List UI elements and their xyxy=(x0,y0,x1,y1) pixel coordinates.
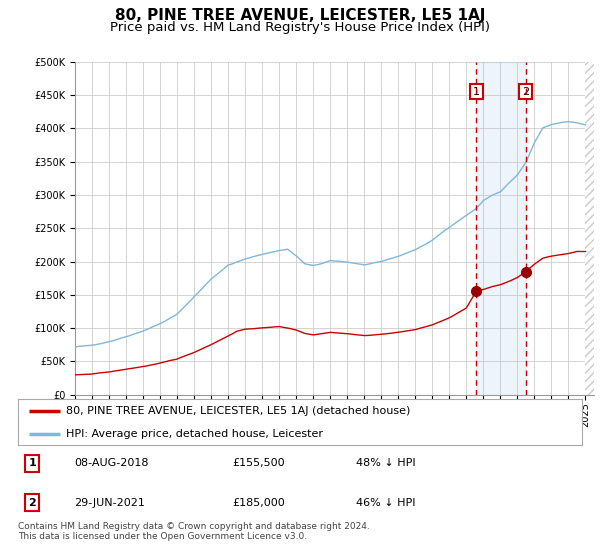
Bar xyxy=(476,62,526,395)
Text: £155,500: £155,500 xyxy=(232,459,285,468)
Text: 80, PINE TREE AVENUE, LEICESTER, LE5 1AJ (detached house): 80, PINE TREE AVENUE, LEICESTER, LE5 1AJ… xyxy=(66,406,410,416)
Text: 2: 2 xyxy=(28,498,36,507)
Text: HPI: Average price, detached house, Leicester: HPI: Average price, detached house, Leic… xyxy=(66,429,323,438)
Text: 29-JUN-2021: 29-JUN-2021 xyxy=(74,498,145,507)
Text: Price paid vs. HM Land Registry's House Price Index (HPI): Price paid vs. HM Land Registry's House … xyxy=(110,21,490,34)
Text: 08-AUG-2018: 08-AUG-2018 xyxy=(74,459,149,468)
Bar xyxy=(586,62,594,395)
Text: 1: 1 xyxy=(28,459,36,468)
Text: 2: 2 xyxy=(522,87,529,96)
Text: 46% ↓ HPI: 46% ↓ HPI xyxy=(356,498,416,507)
Text: 48% ↓ HPI: 48% ↓ HPI xyxy=(356,459,416,468)
Text: 80, PINE TREE AVENUE, LEICESTER, LE5 1AJ: 80, PINE TREE AVENUE, LEICESTER, LE5 1AJ xyxy=(115,8,485,24)
Text: 1: 1 xyxy=(473,87,480,96)
Text: £185,000: £185,000 xyxy=(232,498,285,507)
Text: Contains HM Land Registry data © Crown copyright and database right 2024.
This d: Contains HM Land Registry data © Crown c… xyxy=(18,522,370,542)
